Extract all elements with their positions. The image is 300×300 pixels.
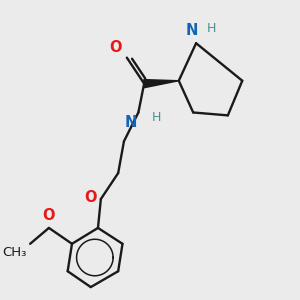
Text: H: H xyxy=(152,111,161,124)
Text: N: N xyxy=(186,23,198,38)
Text: N: N xyxy=(124,116,137,130)
Text: CH₃: CH₃ xyxy=(2,246,27,259)
Polygon shape xyxy=(144,80,179,88)
Text: O: O xyxy=(43,208,55,223)
Text: O: O xyxy=(109,40,122,55)
Text: H: H xyxy=(207,22,216,34)
Text: O: O xyxy=(84,190,97,205)
